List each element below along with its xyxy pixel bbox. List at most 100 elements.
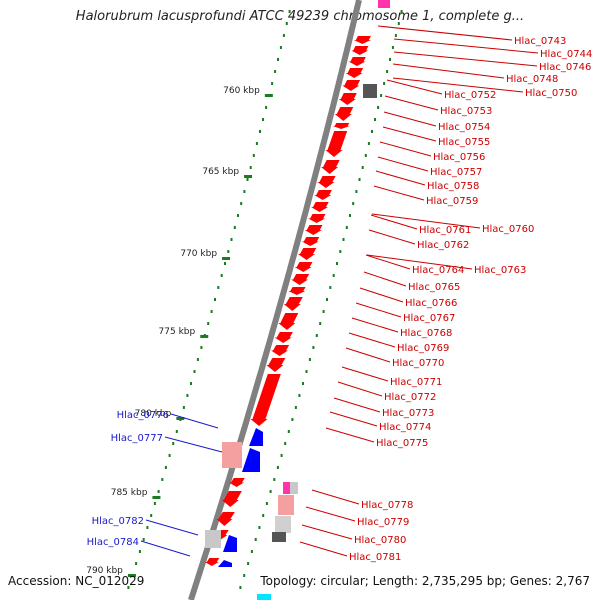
- ruler-dot: [352, 202, 355, 205]
- ruler-dot: [200, 346, 203, 349]
- gene-label: Hlac_0768: [400, 328, 452, 339]
- gene-leader-line: [373, 185, 425, 201]
- ruler-dot: [220, 274, 223, 277]
- forward-gene-arrow: [278, 313, 299, 330]
- ruler-dot: [193, 370, 196, 373]
- pseudo-gene-box: [222, 442, 242, 468]
- ruler-dot: [400, 10, 403, 13]
- gene-leader-line: [363, 271, 407, 287]
- ruler-dot: [168, 454, 171, 457]
- gene-leader-line: [382, 126, 437, 142]
- gene-leader-line: [370, 214, 418, 230]
- forward-gene-arrow: [332, 123, 350, 129]
- forward-gene-arrow: [345, 68, 364, 78]
- gene-leader-line: [371, 213, 481, 229]
- gene-label: Hlac_0760: [482, 224, 534, 235]
- forward-gene-arrow: [338, 93, 357, 105]
- ruler-dot: [274, 70, 277, 73]
- gene-leader-line: [366, 254, 473, 270]
- gray-gene-box: [363, 84, 377, 98]
- ruler-tick-label: 765 kbp: [202, 167, 239, 177]
- gene-label: Hlac_0746: [539, 62, 591, 73]
- forward-gene-arrow: [353, 36, 371, 44]
- forward-gene-arrow: [274, 332, 293, 343]
- gene-leader-line: [337, 381, 383, 397]
- gene-label: Hlac_0753: [440, 106, 492, 117]
- ruler-dot: [252, 154, 255, 157]
- gene-leader-line: [359, 287, 404, 303]
- ruler-dot: [224, 262, 226, 265]
- gene-leader-line: [351, 317, 399, 333]
- ruler-tick: [127, 574, 136, 577]
- gene-leader-line: [392, 77, 524, 93]
- gray-gene-box: [205, 530, 221, 548]
- forward-gene-arrow: [325, 131, 348, 157]
- ruler-dot: [367, 142, 370, 145]
- forward-gene-arrow: [229, 478, 245, 487]
- ruler-dot: [329, 286, 332, 289]
- ruler-dot: [271, 82, 274, 85]
- ruler-dot: [258, 526, 261, 529]
- ruler-tick: [244, 175, 253, 178]
- ruler-dot: [207, 322, 210, 325]
- forward-gene-arrow: [301, 237, 320, 246]
- gene-leader-line: [379, 141, 432, 157]
- ruler-dot: [157, 490, 160, 493]
- ruler-dot: [277, 58, 279, 61]
- ruler-dot: [394, 34, 397, 37]
- ruler-dot: [240, 202, 243, 205]
- ruler-dot: [269, 490, 272, 493]
- gene-leader-line: [325, 427, 375, 443]
- reverse-gene-arrow: [249, 428, 263, 446]
- gene-label: Hlac_0771: [390, 377, 442, 388]
- misc-gene-box: [378, 0, 390, 8]
- gene-leader-line: [355, 302, 402, 318]
- ruler-dot: [247, 562, 250, 565]
- ruler-dot: [280, 454, 283, 457]
- gene-label: Hlac_0765: [408, 282, 460, 293]
- forward-gene-arrow: [334, 107, 354, 121]
- ruler-dot: [361, 166, 364, 169]
- gene-label: Hlac_0756: [433, 152, 485, 163]
- gene-leader-line: [299, 541, 348, 557]
- gene-leader-line: [164, 436, 223, 453]
- ruler-tick-label: 760 kbp: [223, 86, 260, 96]
- ruler-dot: [288, 10, 291, 13]
- ruler-dot: [172, 442, 175, 445]
- forward-gene-arrow: [351, 46, 369, 55]
- ruler-dot: [326, 298, 328, 301]
- ruler-dot: [383, 82, 386, 85]
- ruler-dot: [265, 502, 268, 505]
- ruler-dot: [319, 322, 322, 325]
- forward-gene-arrow: [298, 248, 317, 260]
- gene-label: Hlac_0782: [92, 516, 144, 527]
- forward-gene-arrow: [221, 491, 242, 507]
- forward-gene-arrow: [317, 176, 336, 188]
- gene-leader-line: [170, 413, 219, 429]
- ruler-dot: [291, 418, 294, 421]
- gene-label: Hlac_0763: [474, 265, 526, 276]
- forward-gene-arrow: [348, 57, 366, 66]
- ruler-dot: [312, 346, 315, 349]
- gene-label: Hlac_0779: [357, 517, 409, 528]
- gene-leader-line: [348, 332, 396, 348]
- ruler-dot: [389, 58, 391, 61]
- ruler-dot: [374, 118, 376, 121]
- ruler-dot: [182, 406, 185, 409]
- forward-gene-arrow: [321, 160, 340, 174]
- reverse-gene-arrow: [242, 448, 260, 472]
- forward-gene-arrow: [271, 345, 290, 356]
- ruler-tick: [264, 94, 273, 97]
- ruler-dot: [276, 466, 279, 469]
- gene-label: Hlac_0750: [525, 88, 577, 99]
- gene-leader-line: [384, 95, 439, 111]
- ruler-dot: [355, 190, 358, 193]
- ruler-dot: [284, 442, 287, 445]
- ruler-dot: [217, 286, 220, 289]
- gene-label: Hlac_0777: [111, 433, 163, 444]
- gene-label: Hlac_0767: [403, 313, 455, 324]
- ruler-dot: [279, 46, 282, 49]
- map-title: Halorubrum lacusprofundi ATCC 49239 chro…: [75, 9, 525, 24]
- ruler-tick-label: 770 kbp: [180, 249, 217, 259]
- ruler-dot: [305, 370, 308, 373]
